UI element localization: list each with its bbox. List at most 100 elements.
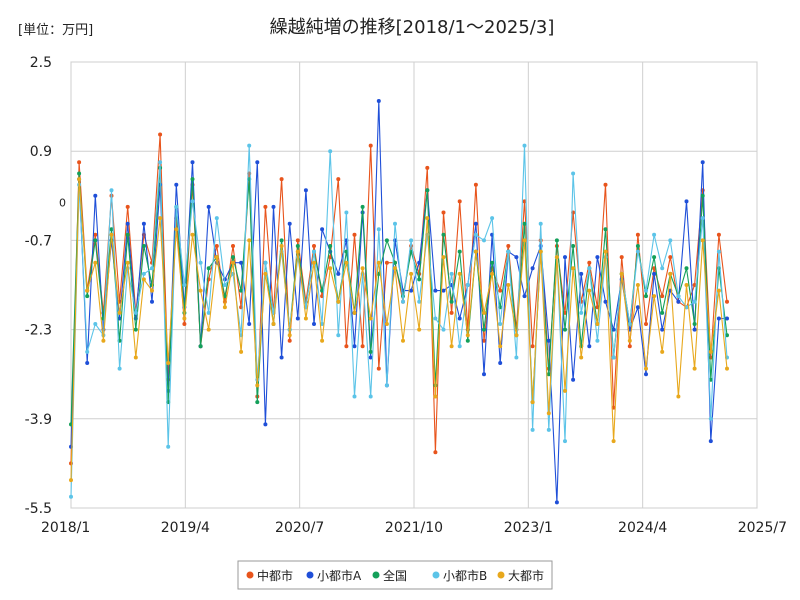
- data-point: [141, 244, 146, 248]
- data-point: [85, 361, 90, 365]
- data-point: [263, 204, 268, 209]
- data-point: [433, 316, 438, 321]
- data-point: [482, 310, 486, 315]
- data-point: [692, 366, 697, 371]
- data-point: [668, 238, 673, 243]
- data-point: [644, 294, 648, 299]
- data-point: [101, 338, 106, 343]
- data-point: [514, 333, 519, 338]
- data-point: [312, 244, 316, 248]
- data-point: [214, 216, 219, 221]
- data-point: [708, 416, 713, 421]
- data-point: [725, 333, 729, 338]
- y-tick-label: -2.3: [25, 323, 52, 339]
- data-point: [554, 238, 559, 243]
- data-point: [538, 238, 543, 243]
- legend-marker: [432, 571, 440, 579]
- data-point: [384, 260, 389, 265]
- data-point: [611, 439, 616, 444]
- data-point: [522, 199, 527, 204]
- data-point: [393, 260, 397, 265]
- data-point: [368, 316, 373, 321]
- data-point: [166, 444, 171, 449]
- data-point: [182, 283, 187, 287]
- data-point: [150, 299, 154, 304]
- data-point: [595, 322, 600, 326]
- data-point: [150, 266, 154, 271]
- data-point: [603, 249, 608, 254]
- data-point: [716, 249, 721, 254]
- data-point: [635, 232, 640, 237]
- y-tick-label: 2.5: [30, 55, 52, 71]
- data-point: [303, 316, 308, 321]
- data-point: [449, 299, 454, 304]
- x-tick-label: 2019/4: [161, 520, 210, 536]
- data-point: [117, 366, 122, 371]
- data-point: [441, 232, 446, 237]
- data-point: [425, 165, 430, 170]
- x-tick-label: 2023/1: [504, 520, 553, 536]
- data-point: [660, 266, 665, 271]
- data-point: [336, 333, 341, 338]
- data-point: [514, 255, 519, 260]
- series-4: [69, 143, 729, 499]
- data-point: [312, 322, 316, 326]
- data-point: [109, 227, 114, 232]
- data-point: [328, 244, 333, 248]
- data-point: [684, 266, 689, 271]
- y-tick-label: -3.9: [25, 412, 52, 428]
- data-point: [255, 400, 260, 405]
- data-point: [279, 244, 284, 248]
- data-point: [247, 322, 252, 326]
- data-point: [700, 160, 705, 165]
- data-point: [522, 143, 527, 148]
- data-point: [190, 199, 195, 204]
- data-point: [676, 394, 681, 399]
- x-tick-label: 2020/7: [275, 520, 324, 536]
- data-point: [498, 344, 503, 349]
- data-point: [457, 316, 462, 321]
- data-point: [190, 177, 195, 182]
- y-tick-label: 0: [59, 196, 66, 209]
- data-point: [611, 355, 616, 360]
- legend-marker: [306, 571, 314, 579]
- data-point: [190, 232, 195, 237]
- data-point: [174, 182, 179, 187]
- data-point: [692, 322, 697, 326]
- chart-title: 繰越純増の推移[2018/1～2025/3]: [270, 17, 555, 38]
- data-point: [376, 260, 381, 265]
- data-point: [603, 299, 608, 304]
- data-point: [417, 277, 422, 282]
- data-point: [360, 266, 365, 271]
- data-point: [93, 193, 98, 198]
- data-point: [417, 327, 422, 332]
- series-3: [69, 165, 729, 427]
- data-point: [376, 99, 381, 103]
- data-point: [457, 249, 462, 254]
- data-point: [287, 333, 292, 338]
- data-point: [563, 388, 567, 393]
- x-tick-label: 2024/4: [618, 520, 667, 536]
- data-point: [206, 327, 211, 332]
- data-point: [482, 327, 486, 332]
- data-point: [328, 149, 333, 154]
- data-point: [206, 204, 211, 209]
- data-point: [498, 361, 503, 365]
- data-point: [546, 372, 551, 377]
- data-point: [708, 439, 713, 444]
- data-point: [320, 338, 325, 343]
- data-point: [676, 299, 681, 304]
- data-point: [125, 232, 130, 237]
- data-point: [368, 349, 373, 354]
- data-point: [627, 322, 632, 326]
- data-point: [563, 255, 567, 260]
- data-point: [336, 177, 341, 182]
- x-tick-label: 2018/1: [41, 520, 90, 536]
- data-point: [684, 199, 689, 204]
- data-point: [449, 271, 454, 276]
- data-point: [522, 221, 527, 226]
- data-point: [190, 160, 195, 165]
- data-point: [563, 327, 567, 332]
- data-point: [214, 255, 219, 260]
- data-point: [482, 338, 486, 343]
